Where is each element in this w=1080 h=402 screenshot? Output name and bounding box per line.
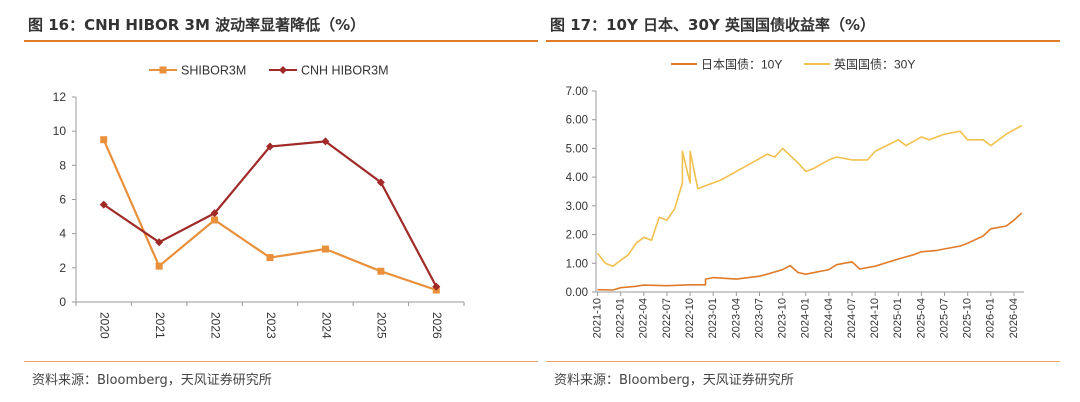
data-point-marker xyxy=(100,136,108,144)
legend-label: 英国国债：30Y xyxy=(834,58,915,72)
x-tick-label: 2025-04 xyxy=(915,298,927,338)
y-tick-label: 2.00 xyxy=(566,230,588,242)
y-tick-label: 7.00 xyxy=(566,86,588,98)
x-tick-label: 2025-01 xyxy=(892,298,904,338)
title-rule xyxy=(24,40,538,42)
series-line xyxy=(596,124,1023,267)
bond-yield-chart: 0.00 1.00 2.00 3.00 4.00 5.00 6.00 7.00 2021-10 2… xyxy=(566,58,1024,338)
x-tick-label: 2022-04 xyxy=(638,298,650,338)
figure-title: 图 16：CNH HIBOR 3M 波动率显著降低（%） xyxy=(28,16,366,34)
x-tick-label: 2022-10 xyxy=(684,298,696,338)
x-tick-label: 2021-10 xyxy=(591,298,603,338)
chart-panel-yields: 图 17：10Y 日本、30Y 英国国债收益率（%） 0.00 1.00 2.00 3… xyxy=(546,0,1060,402)
data-point-marker xyxy=(376,178,385,187)
x-tick-label: 2024-01 xyxy=(800,298,812,338)
legend-label: CNH HIBOR3M xyxy=(301,64,389,78)
source-note: 资料来源：Bloomberg，天风证券研究所 xyxy=(554,373,794,388)
x-tick-label: 2022-07 xyxy=(661,298,673,338)
figure-title: 图 17：10Y 日本、30Y 英国国债收益率（%） xyxy=(550,16,876,34)
legend-label: SHIBOR3M xyxy=(181,64,246,78)
x-tick-label: 2024-10 xyxy=(869,298,881,338)
y-tick-label: 10 xyxy=(53,124,67,138)
data-point-marker xyxy=(266,254,274,262)
x-tick-label: 2021 xyxy=(153,312,167,339)
x-tick-label: 2026 xyxy=(430,312,444,339)
x-tick-label: 2025-10 xyxy=(962,298,974,338)
y-tick-label: 6.00 xyxy=(566,115,588,127)
y-tick-label: 0 xyxy=(59,295,66,309)
data-point-marker xyxy=(321,245,329,253)
data-point-marker xyxy=(266,142,274,151)
y-tick-label: 4 xyxy=(59,227,66,241)
legend-label: 日本国债：10Y xyxy=(701,58,782,72)
data-point-marker xyxy=(377,267,385,275)
x-tick-label: 2024 xyxy=(319,312,333,339)
series-line xyxy=(103,140,438,288)
x-tick-label: 2023-07 xyxy=(753,298,765,338)
y-tick-label: 4.00 xyxy=(566,172,588,184)
y-tick-label: 0.00 xyxy=(566,287,588,299)
data-point-marker xyxy=(155,238,164,247)
y-tick-label: 2 xyxy=(59,261,66,275)
x-tick-label: 2023-01 xyxy=(707,298,719,338)
x-tick-label: 2026-04 xyxy=(1008,298,1020,338)
series-line xyxy=(102,139,437,292)
x-tick-label: 2020 xyxy=(98,312,112,339)
y-tick-label: 5.00 xyxy=(566,143,588,155)
x-tick-label: 2026-01 xyxy=(985,298,997,338)
data-point-marker xyxy=(155,262,163,270)
x-tick-label: 2022 xyxy=(208,312,222,339)
legend-marker xyxy=(159,66,167,74)
legend-marker xyxy=(279,66,287,74)
source-note: 资料来源：Bloomberg，天风证券研究所 xyxy=(32,373,272,388)
y-tick-label: 12 xyxy=(53,90,67,104)
source-rule xyxy=(24,361,538,362)
x-tick-label: 2025 xyxy=(375,312,389,339)
title-rule xyxy=(546,40,1060,42)
x-tick-label: 2023-04 xyxy=(730,298,742,338)
x-tick-label: 2024-07 xyxy=(846,298,858,338)
x-tick-label: 2025-07 xyxy=(938,298,950,338)
y-tick-label: 8 xyxy=(59,158,66,172)
series-line xyxy=(597,212,1023,291)
x-tick-label: 2023-10 xyxy=(777,298,789,338)
source-rule xyxy=(546,361,1060,362)
x-tick-label: 2023 xyxy=(264,312,278,339)
data-point-marker xyxy=(321,137,330,146)
x-tick-label: 2022-01 xyxy=(615,298,627,338)
x-tick-label: 2024-04 xyxy=(823,298,835,338)
data-point-marker xyxy=(432,282,441,291)
y-tick-label: 3.00 xyxy=(566,201,588,213)
data-point-marker xyxy=(99,200,108,209)
y-tick-label: 1.00 xyxy=(566,258,588,270)
chart-panel-shibor: 图 16：CNH HIBOR 3M 波动率显著降低（%） 0 2 4 6 8 10 12 20… xyxy=(24,0,538,402)
shibor-hibor-chart: 0 2 4 6 8 10 12 2020 2021 2022 2023 2024 2025 2026 SHI… xyxy=(53,64,465,339)
data-point-marker xyxy=(210,209,219,218)
data-point-marker xyxy=(211,216,219,224)
y-tick-label: 6 xyxy=(59,193,66,207)
